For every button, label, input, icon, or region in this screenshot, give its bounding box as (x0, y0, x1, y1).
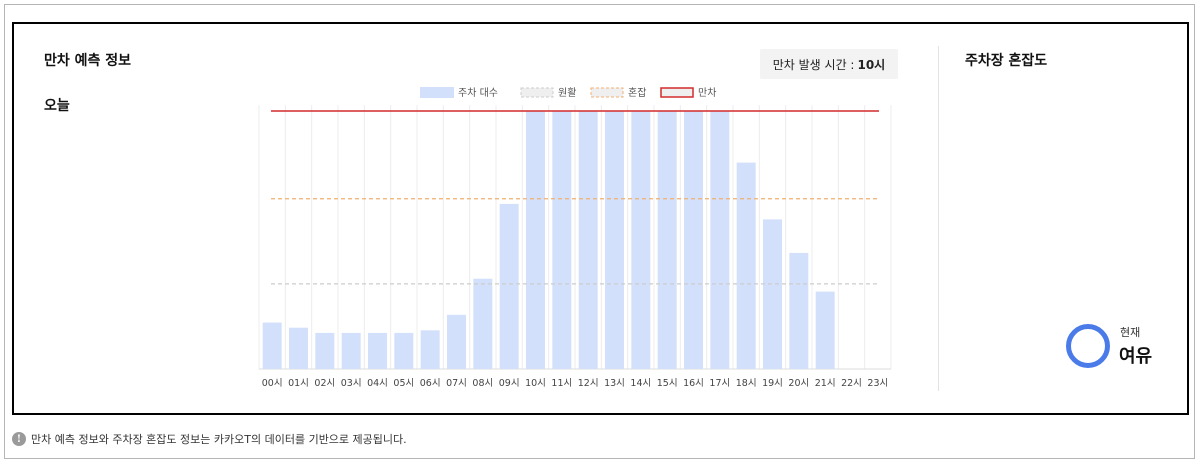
x-tick-label: 11시 (551, 378, 572, 389)
full-time-box: 만차 발생 시간 : 10시 (760, 49, 898, 79)
status-caption: 현재 (1120, 326, 1141, 339)
panel-divider (938, 46, 939, 391)
x-tick-label: 08시 (472, 378, 493, 389)
x-tick-label: 19시 (762, 378, 783, 389)
x-tick-label: 10시 (525, 378, 546, 389)
legend-label-만차: 만차 (698, 87, 716, 99)
bar-08시 (473, 278, 493, 369)
bar-18시 (736, 162, 756, 369)
x-tick-label: 03시 (341, 378, 362, 389)
x-tick-label: 01시 (288, 378, 309, 389)
footer-note: ! 만차 예측 정보와 주차장 혼잡도 정보는 카카오T의 데이터를 기반으로 … (12, 430, 407, 448)
legend-swatch-혼잡 (590, 87, 624, 98)
legend-swatch-주차 대수 (420, 87, 454, 98)
bar-02시 (315, 332, 335, 369)
x-tick-label: 17시 (709, 378, 730, 389)
parking-forecast-chart: 00시 01시 02시 03시 04시 05시 06시 07시 08시 09시 10시 11시 12시 1… (258, 86, 892, 389)
x-tick-label: 04시 (367, 378, 388, 389)
x-tick-label: 05시 (393, 378, 414, 389)
full-time-value: 10시 (857, 57, 886, 72)
bar-01시 (289, 327, 308, 369)
full-time-label: 만차 발생 시간 : (772, 57, 855, 72)
x-tick-label: 18시 (736, 378, 757, 389)
bar-21시 (815, 291, 835, 369)
info-icon: ! (12, 432, 26, 446)
section-title: 만차 예측 정보 (44, 53, 132, 69)
x-tick-label: 13시 (604, 378, 625, 389)
legend-label-혼잡: 혼잡 (628, 86, 646, 99)
bar-19시 (763, 219, 782, 369)
x-tick-label: 23시 (867, 378, 888, 389)
outer-frame (4, 4, 1195, 459)
bar-11시 (552, 111, 572, 369)
x-tick-label: 21시 (815, 378, 836, 389)
info-panel: 만차 예측 정보 오늘 만차 발생 시간 : 10시 00시 01시 02시 03시 0… (12, 22, 1189, 415)
x-tick-label: 00시 (262, 378, 283, 389)
x-tick-label: 16시 (683, 378, 704, 389)
bar-04시 (368, 332, 387, 369)
congestion-title: 주차장 혼잡도 (965, 53, 1048, 69)
bar-17시 (710, 111, 730, 369)
legend-swatch-만차 (660, 87, 694, 98)
bar-12시 (578, 111, 598, 369)
footer-text: 만차 예측 정보와 주차장 혼잡도 정보는 카카오T의 데이터를 기반으로 제공… (31, 433, 407, 446)
bar-06시 (420, 330, 440, 369)
x-tick-label: 20시 (788, 378, 809, 389)
bar-07시 (447, 314, 466, 369)
x-tick-label: 14시 (630, 378, 651, 389)
bar-09시 (499, 203, 519, 369)
x-tick-label: 06시 (420, 378, 441, 389)
legend-label-주차 대수: 주차 대수 (458, 87, 498, 99)
x-tick-label: 02시 (314, 378, 335, 389)
today-label: 오늘 (44, 98, 70, 114)
bar-03시 (341, 332, 361, 369)
bar-00시 (262, 322, 282, 369)
bar-20시 (789, 252, 809, 369)
bar-15시 (657, 111, 677, 369)
status-value: 여유 (1119, 346, 1153, 367)
bar-05시 (394, 332, 414, 369)
x-tick-label: 12시 (578, 378, 599, 389)
status-ring-icon (1066, 324, 1110, 368)
bar-16시 (684, 111, 703, 369)
x-tick-label: 22시 (841, 378, 862, 389)
bar-10시 (526, 111, 545, 369)
legend-label-원활: 원활 (558, 86, 576, 99)
x-tick-label: 15시 (657, 378, 678, 389)
legend-swatch-원활 (520, 87, 554, 98)
bar-13시 (605, 111, 624, 369)
x-tick-label: 07시 (446, 378, 467, 389)
bar-14시 (631, 111, 651, 369)
x-tick-label: 09시 (499, 378, 520, 389)
